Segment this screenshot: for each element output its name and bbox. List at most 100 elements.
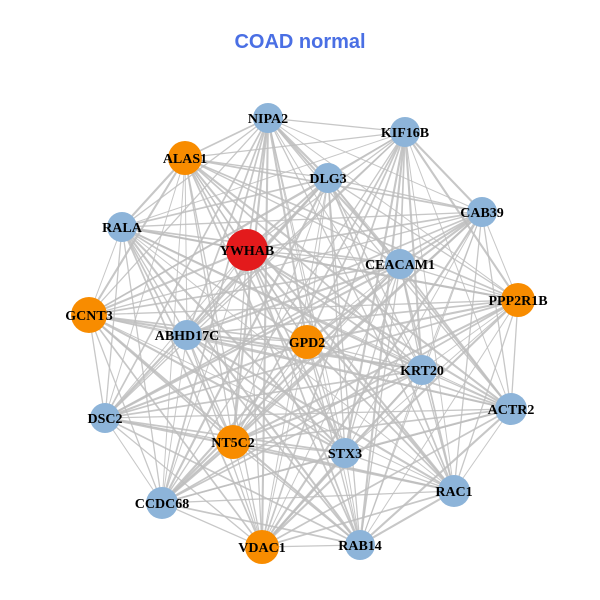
network-edge: [161, 490, 455, 504]
network-edge: [261, 408, 512, 548]
network-edge: [232, 249, 248, 443]
node-label-ywhab: YWHAB: [220, 244, 274, 259]
network-edge: [87, 313, 347, 455]
node-label-actr2: ACTR2: [488, 403, 535, 418]
network-edge: [306, 263, 401, 343]
node-label-gpd2: GPD2: [289, 336, 326, 351]
network-edge: [184, 157, 346, 454]
network-edge: [184, 157, 234, 443]
network-edge: [232, 441, 346, 454]
node-label-ppp2r1b: PPP2R1B: [488, 294, 547, 309]
node-label-cab39: CAB39: [460, 206, 504, 221]
network-node-gcnt3: [71, 297, 107, 333]
node-label-nt5c2: NT5C2: [211, 436, 255, 451]
network-edge: [266, 116, 309, 344]
network-edge: [161, 502, 263, 548]
network-edge: [398, 210, 484, 266]
network-edge: [344, 452, 455, 492]
node-label-vdac1: VDAC1: [238, 541, 285, 556]
network-edge: [104, 334, 188, 419]
network-edge: [246, 211, 483, 251]
network-node-dsc2: [90, 403, 120, 433]
labels-layer: NIPA2 KIF16B ALAS1 DLG3 CAB39 RALA YWHAB CEACAM…: [65, 112, 547, 556]
network-edge: [232, 441, 263, 548]
network-edge: [104, 226, 123, 419]
network-node-vdac1: [245, 530, 279, 564]
network-edge: [344, 452, 361, 546]
network-node-rala: [107, 212, 137, 242]
network-edge: [404, 131, 512, 410]
network-edge: [161, 131, 406, 504]
network-edge: [121, 226, 163, 504]
network-edge: [104, 417, 361, 546]
network-edge: [327, 177, 346, 454]
network-edge: [103, 340, 309, 420]
network-edge: [161, 369, 423, 504]
network-node-rac1: [438, 475, 470, 507]
network-edge: [186, 117, 269, 336]
network-edge: [104, 157, 186, 419]
network-edge: [184, 157, 401, 265]
node-label-rab14: RAB14: [338, 539, 382, 554]
network-edge: [421, 369, 455, 492]
network-edge: [186, 334, 308, 343]
network-edge: [103, 176, 330, 420]
network-edge: [305, 298, 520, 344]
network-edge: [185, 262, 402, 337]
network-edge: [186, 334, 361, 546]
network-edge: [246, 249, 519, 301]
network-edge: [344, 211, 483, 454]
network-edge: [232, 408, 512, 443]
network-edge: [453, 408, 512, 492]
network-edge: [246, 249, 401, 265]
network-edge: [359, 299, 519, 546]
network-edge: [421, 299, 519, 371]
network-edge: [184, 131, 406, 159]
network-edge: [88, 299, 519, 316]
network-edge: [245, 248, 456, 493]
node-label-dlg3: DLG3: [309, 172, 346, 187]
network-edge: [327, 177, 483, 213]
network-edge: [261, 131, 406, 548]
network-edge: [120, 225, 347, 455]
network-node-cab39: [467, 197, 497, 227]
network-edge: [161, 334, 188, 504]
network-edge: [121, 131, 406, 228]
network-edge: [121, 177, 329, 228]
network-edge: [184, 157, 423, 371]
network-edge: [88, 177, 329, 316]
network-edge: [88, 314, 163, 504]
network-edge: [121, 211, 483, 228]
plot-title: COAD normal: [234, 31, 365, 53]
network-edge: [260, 210, 484, 549]
network-edge: [186, 334, 234, 443]
network-node-actr2: [495, 393, 527, 425]
network-edge: [121, 226, 263, 548]
network-edge: [327, 177, 519, 301]
network-edge: [161, 502, 361, 546]
node-label-stx3: STX3: [328, 447, 362, 462]
network-node-ywhab: [226, 229, 268, 271]
network-edge: [510, 299, 519, 410]
network-edge: [306, 341, 423, 371]
network-edge: [184, 157, 329, 179]
network-node-ppp2r1b: [501, 283, 535, 317]
network-node-ccdc68: [146, 487, 178, 519]
network-edge: [421, 369, 512, 410]
network-node-gpd2: [290, 325, 324, 359]
network-edge: [104, 408, 512, 419]
network-edge: [246, 249, 423, 371]
network-node-rab14: [345, 530, 375, 560]
node-label-kif16b: KIF16B: [381, 126, 429, 141]
network-node-stx3: [330, 438, 360, 468]
network-node-dlg3: [313, 163, 343, 193]
network-edge: [267, 117, 483, 213]
network-edge: [161, 452, 346, 504]
node-label-abhd17c: ABHD17C: [155, 329, 220, 344]
network-node-nt5c2: [216, 425, 250, 459]
network-edge: [186, 211, 483, 336]
node-label-dsc2: DSC2: [87, 412, 122, 427]
node-label-krt20: KRT20: [400, 364, 444, 379]
